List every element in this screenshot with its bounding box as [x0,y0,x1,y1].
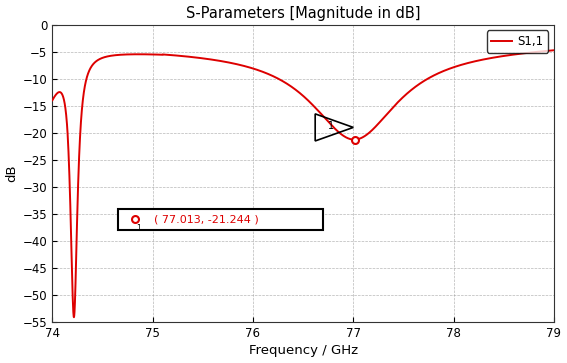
S1,1 [375,121,382,126]
S1,1 [462,62,468,66]
S1,1 [49,98,56,102]
S1,1 [350,138,357,142]
Text: 1: 1 [328,121,335,131]
Text: ( 77.013, -21.244 ): ( 77.013, -21.244 ) [154,215,259,224]
FancyBboxPatch shape [117,209,323,230]
Title: S-Parameters [Magnitude in dB]: S-Parameters [Magnitude in dB] [186,5,420,21]
S1,1 [240,64,247,68]
Y-axis label: dB: dB [6,165,19,182]
S1,1 [551,48,557,52]
Line: S1,1: S1,1 [52,50,554,317]
S1,1 [70,315,77,319]
Legend: S1,1: S1,1 [486,30,548,53]
Text: 1: 1 [136,224,141,233]
S1,1 [140,52,147,57]
S1,1 [424,77,430,82]
X-axis label: Frequency / GHz: Frequency / GHz [248,344,358,358]
